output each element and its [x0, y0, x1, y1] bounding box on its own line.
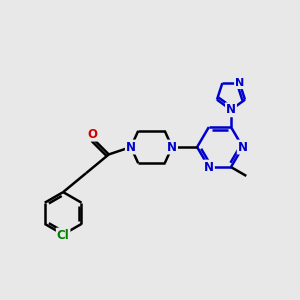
Text: O: O	[87, 128, 97, 141]
Text: N: N	[167, 141, 177, 154]
Text: N: N	[204, 160, 214, 174]
Text: N: N	[235, 78, 244, 88]
Text: N: N	[238, 141, 248, 154]
Text: N: N	[126, 141, 136, 154]
Text: Cl: Cl	[57, 229, 70, 242]
Text: N: N	[226, 103, 236, 116]
